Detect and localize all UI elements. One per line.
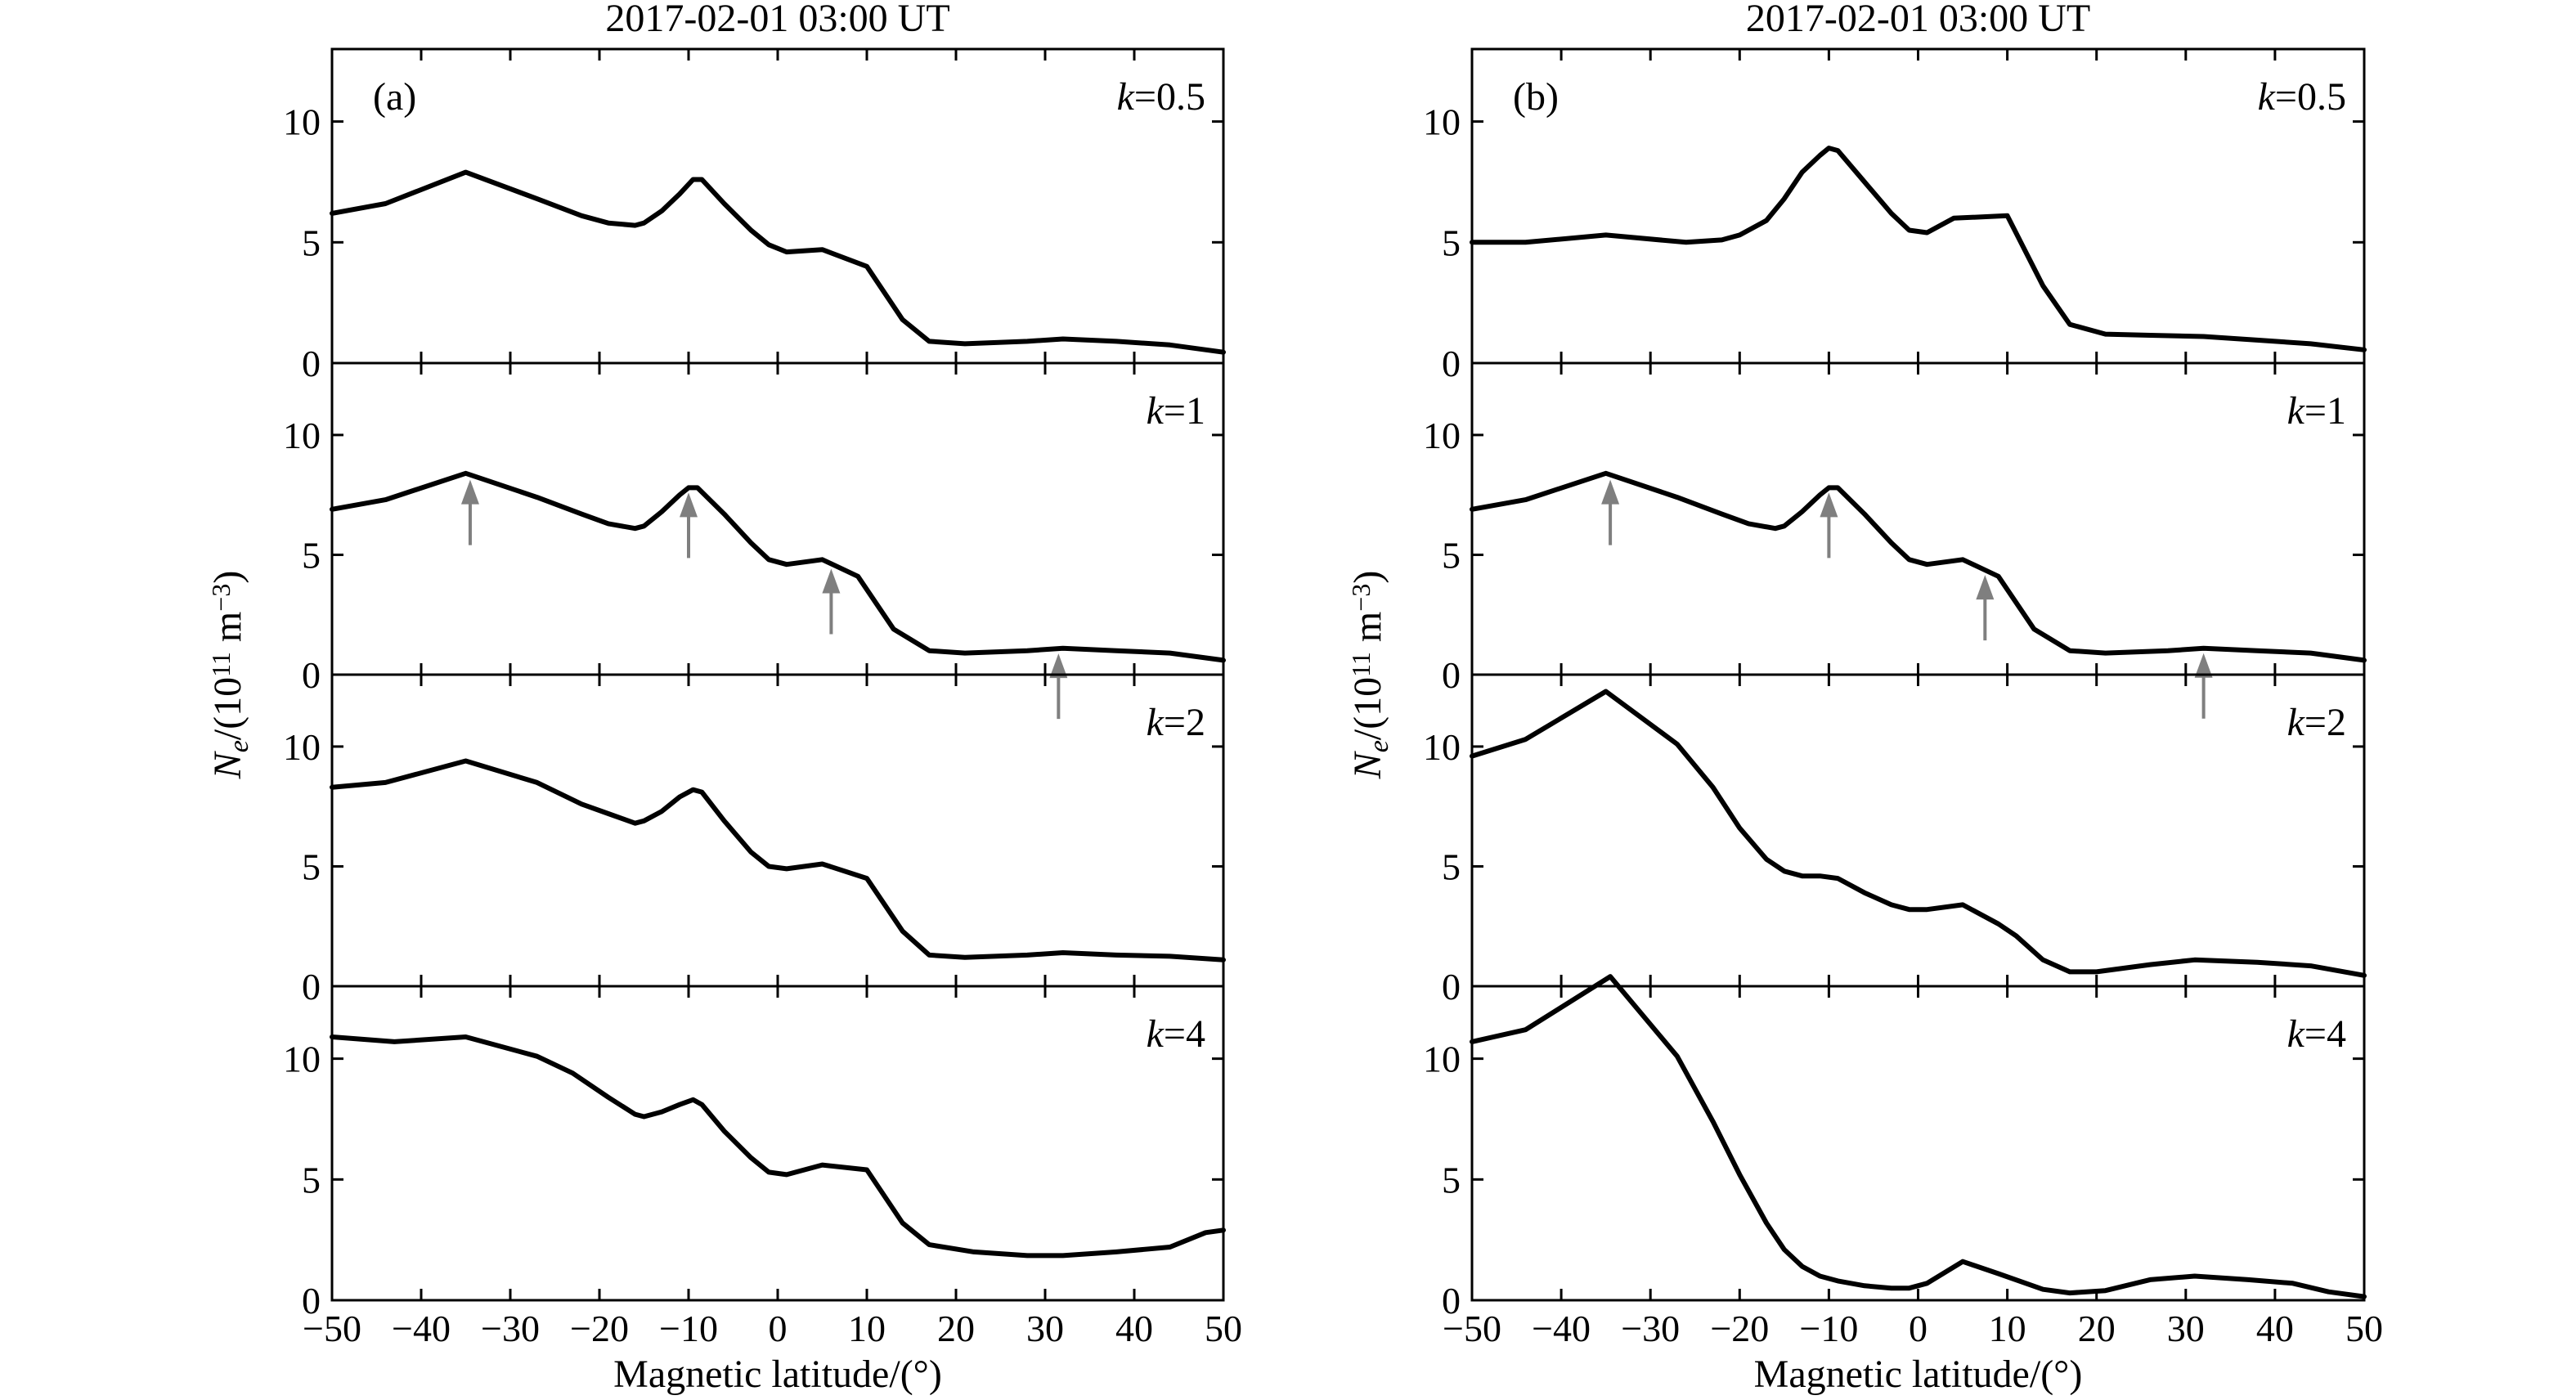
y-axis-label: Ne/(1011 m−3): [1346, 571, 1394, 780]
arrow-marker: [1820, 492, 1838, 559]
k-label: k=4: [1147, 1012, 1205, 1056]
ne-curve: [330, 1034, 1226, 1259]
plot-frame: [1470, 985, 2366, 1302]
k-label: k=1: [2287, 389, 2346, 433]
y-tick-label: 5: [1442, 534, 1461, 576]
y-tick-label: 5: [302, 222, 321, 263]
k-label: k=1: [1147, 389, 1205, 433]
arrow-marker: [2194, 653, 2213, 719]
y-tick-label: 10: [283, 1039, 321, 1080]
ne-curve: [330, 470, 1226, 663]
y-tick-label: 5: [1442, 846, 1461, 887]
x-tick-label: 30: [1026, 1308, 1064, 1349]
arrow-marker: [680, 492, 698, 559]
k-label: k=0.5: [2258, 75, 2346, 119]
subplot-k-0_5: 0 5 10 k=0.5 (a): [283, 47, 1226, 384]
k-label: k=2: [1147, 701, 1205, 744]
x-tick-label: 0: [769, 1308, 788, 1349]
subplot-k-4: 0 5 10 k=4: [1423, 974, 2367, 1321]
plot-frame: [330, 47, 1225, 365]
arrow-marker: [1601, 479, 1620, 545]
x-tick-label: 10: [1989, 1308, 2026, 1349]
x-axis-label: Magnetic latitude/(°): [1754, 1353, 2083, 1396]
subplot-k-0_5: 0 5 10 k=0.5 (b): [1423, 47, 2367, 384]
subplot-k-2: 0 5 10 k=2: [1423, 673, 2367, 1007]
k-label: k=4: [2287, 1012, 2346, 1056]
panel-label: (a): [373, 75, 416, 119]
subplot-k-2: 0 5 10 k=2: [283, 673, 1226, 1007]
plot-frame: [1470, 47, 2366, 365]
x-tick-label: −20: [1710, 1308, 1769, 1349]
subplot-k-1: 0 5 10 k=1: [283, 361, 1226, 696]
x-tick-label: −10: [659, 1308, 718, 1349]
arrow-marker: [460, 479, 479, 545]
panel-a: 2017-02-01 03:00 UT 0 5 10 k=0.5 (a) 0 5 10 k=1 0 5…: [206, 0, 1242, 1396]
ne-curve: [1470, 146, 2367, 352]
y-tick-label: 10: [1423, 101, 1461, 143]
y-tick-label: 5: [302, 534, 321, 576]
y-tick-label: 10: [283, 101, 321, 143]
y-tick-label: 0: [302, 966, 321, 1007]
y-tick-label: 5: [302, 1159, 321, 1200]
y-tick-label: 0: [302, 1280, 321, 1321]
arrow-marker: [1976, 575, 1995, 641]
y-tick-label: 5: [1442, 1159, 1461, 1200]
ne-curve: [1470, 974, 2367, 1299]
x-tick-label: 10: [848, 1308, 886, 1349]
plot-frame: [330, 361, 1225, 676]
subplot-k-4: 0 5 10 k=4: [283, 985, 1226, 1321]
x-tick-label: −40: [1532, 1308, 1591, 1349]
y-tick-label: 10: [1423, 726, 1461, 768]
x-tick-label: −10: [1799, 1308, 1858, 1349]
ne-curve: [1470, 470, 2367, 663]
y-tick-label: 0: [302, 343, 321, 384]
ne-curve: [1470, 689, 2367, 978]
y-tick-label: 0: [1442, 966, 1461, 1007]
y-tick-label: 10: [283, 415, 321, 456]
ne-curve: [330, 758, 1226, 962]
chart-title: 2017-02-01 03:00 UT: [605, 0, 949, 40]
y-tick-label: 10: [1423, 415, 1461, 456]
chart-title: 2017-02-01 03:00 UT: [1746, 0, 2090, 40]
y-tick-label: 5: [1442, 222, 1461, 263]
arrow-marker: [822, 568, 841, 635]
x-tick-label: 20: [937, 1308, 975, 1349]
plot-frame: [1470, 361, 2366, 676]
x-tick-label: 50: [1205, 1308, 1242, 1349]
ne-curve: [330, 169, 1226, 355]
panel-label: (b): [1513, 75, 1559, 119]
x-tick-label: 0: [1909, 1308, 1928, 1349]
y-tick-label: 0: [302, 654, 321, 696]
x-axis-label: Magnetic latitude/(°): [613, 1353, 942, 1396]
plot-frame: [1470, 673, 2366, 988]
y-tick-label: 10: [1423, 1039, 1461, 1080]
arrow-marker: [1049, 653, 1068, 720]
y-tick-label: 10: [283, 726, 321, 768]
k-label: k=2: [2287, 701, 2346, 744]
x-tick-label: 40: [2256, 1308, 2294, 1349]
subplot-k-1: 0 5 10 k=1: [1423, 361, 2367, 696]
x-tick-label: −50: [303, 1308, 361, 1349]
y-tick-label: 0: [1442, 654, 1461, 696]
x-tick-label: 20: [2078, 1308, 2116, 1349]
y-tick-label: 5: [302, 846, 321, 887]
k-label: k=0.5: [1117, 75, 1205, 119]
x-tick-label: −50: [1443, 1308, 1501, 1349]
x-tick-label: −30: [1621, 1308, 1680, 1349]
panel-b: 2017-02-01 03:00 UT 0 5 10 k=0.5 (b) 0 5 10 k=1 0 5…: [1346, 0, 2383, 1396]
y-tick-label: 0: [1442, 1280, 1461, 1321]
x-tick-label: 40: [1115, 1308, 1153, 1349]
plot-frame: [330, 673, 1225, 988]
y-tick-label: 0: [1442, 343, 1461, 384]
x-tick-label: −40: [392, 1308, 451, 1349]
x-tick-label: 30: [2167, 1308, 2205, 1349]
y-axis-label: Ne/(1011 m−3): [206, 571, 254, 780]
x-tick-label: 50: [2345, 1308, 2383, 1349]
x-tick-label: −30: [481, 1308, 540, 1349]
x-tick-label: −20: [570, 1308, 629, 1349]
